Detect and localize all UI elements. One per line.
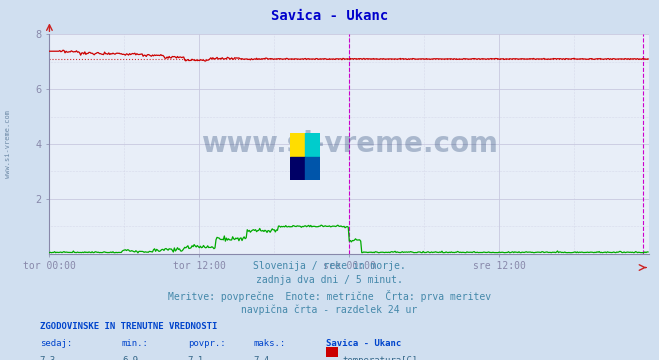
Text: 7,1: 7,1 <box>188 356 204 360</box>
Text: 7,3: 7,3 <box>40 356 55 360</box>
Bar <box>290 157 304 180</box>
Text: Meritve: povprečne  Enote: metrične  Črta: prva meritev: Meritve: povprečne Enote: metrične Črta:… <box>168 290 491 302</box>
Text: ZGODOVINSKE IN TRENUTNE VREDNOSTI: ZGODOVINSKE IN TRENUTNE VREDNOSTI <box>40 322 217 331</box>
Text: sedaj:: sedaj: <box>40 339 72 348</box>
Text: Savica - Ukanc: Savica - Ukanc <box>271 9 388 23</box>
Text: 7,4: 7,4 <box>254 356 270 360</box>
Text: www.si-vreme.com: www.si-vreme.com <box>5 110 11 178</box>
Text: maks.:: maks.: <box>254 339 286 348</box>
Text: zadnja dva dni / 5 minut.: zadnja dva dni / 5 minut. <box>256 275 403 285</box>
Text: Savica - Ukanc: Savica - Ukanc <box>326 339 401 348</box>
Text: www.si-vreme.com: www.si-vreme.com <box>201 130 498 158</box>
Bar <box>304 133 320 157</box>
Text: min.:: min.: <box>122 339 149 348</box>
Text: 6,9: 6,9 <box>122 356 138 360</box>
Text: navpična črta - razdelek 24 ur: navpična črta - razdelek 24 ur <box>241 304 418 315</box>
Text: Slovenija / reke in morje.: Slovenija / reke in morje. <box>253 261 406 271</box>
Bar <box>290 133 304 157</box>
Text: povpr.:: povpr.: <box>188 339 225 348</box>
Text: temperatura[C]: temperatura[C] <box>343 356 418 360</box>
Bar <box>304 157 320 180</box>
